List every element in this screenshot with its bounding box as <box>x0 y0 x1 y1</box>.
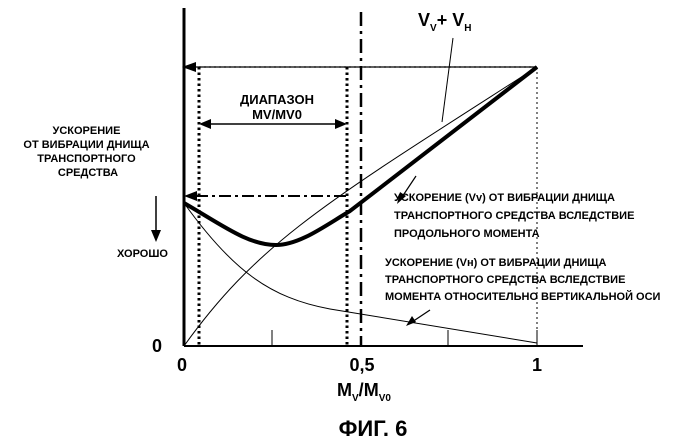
sum-label-v: V <box>418 10 430 30</box>
x-label-m: M <box>337 380 352 400</box>
start-level-arrowhead <box>184 191 197 201</box>
sum-label-h-sub: H <box>464 23 471 34</box>
x-label-sub2: V0 <box>379 393 392 404</box>
range-label: MV/MV0 <box>252 107 302 122</box>
sum-label-leader <box>442 38 453 122</box>
range-arrowhead-right <box>335 119 347 129</box>
x-tick-label: 1 <box>532 355 542 375</box>
annotation-vv-line: УСКОРЕНИЕ (Vv) ОТ ВИБРАЦИИ ДНИЩА <box>394 192 615 204</box>
x-label-m2: M <box>364 380 379 400</box>
y-axis-label-line: УСКОРЕНИЕ <box>53 125 121 137</box>
annotation-vv-line: ТРАНСПОРТНОГО СРЕДСТВА ВСЛЕДСТВИЕ <box>394 210 634 222</box>
annot-vh-arrowhead <box>406 316 416 326</box>
range-label: ДИАПАЗОН <box>240 92 314 107</box>
annotation-vh: УСКОРЕНИЕ (Vн) ОТ ВИБРАЦИИ ДНИЩА ТРАНСПО… <box>385 257 661 303</box>
x-axis-label: MV/MV0 <box>337 380 391 404</box>
good-arrowhead <box>151 230 161 242</box>
x-tick-label: 0 <box>177 355 187 375</box>
y-axis-label-line: ТРАНСПОРТНОГО <box>37 153 136 165</box>
annotation-vv: УСКОРЕНИЕ (Vv) ОТ ВИБРАЦИИ ДНИЩА ТРАНСПО… <box>394 192 637 240</box>
annotation-vh-line: ТРАНСПОРТНОГО СРЕДСТВА ВСЛЕДСТВИЕ <box>385 274 625 286</box>
sum-label-plus: + V <box>437 10 465 30</box>
y-zero-label: 0 <box>152 336 162 356</box>
annotation-vh-line: УСКОРЕНИЕ (Vн) ОТ ВИБРАЦИИ ДНИЩА <box>385 257 607 269</box>
y-axis-label-line: СРЕДСТВА <box>58 167 118 179</box>
good-label: ХОРОШО <box>117 248 168 260</box>
x-tick-label: 0,5 <box>349 355 374 375</box>
annotation-vv-line: ПРОДОЛЬНОГО МОМЕНТА <box>394 228 540 240</box>
annotation-vh-line: МОМЕНТА ОТНОСИТЕЛЬНО ВЕРТИКАЛЬНОЙ ОСИ <box>385 290 661 303</box>
y-axis-label-line: ОТ ВИБРАЦИИ ДНИЩА <box>23 139 149 151</box>
figure-caption: ФИГ. 6 <box>339 416 408 441</box>
sum-series-label: VV+ VH <box>418 10 471 34</box>
range-arrowhead-left <box>199 119 211 129</box>
y-axis-label: УСКОРЕНИЕ ОТ ВИБРАЦИИ ДНИЩА ТРАНСПОРТНОГ… <box>23 125 152 179</box>
